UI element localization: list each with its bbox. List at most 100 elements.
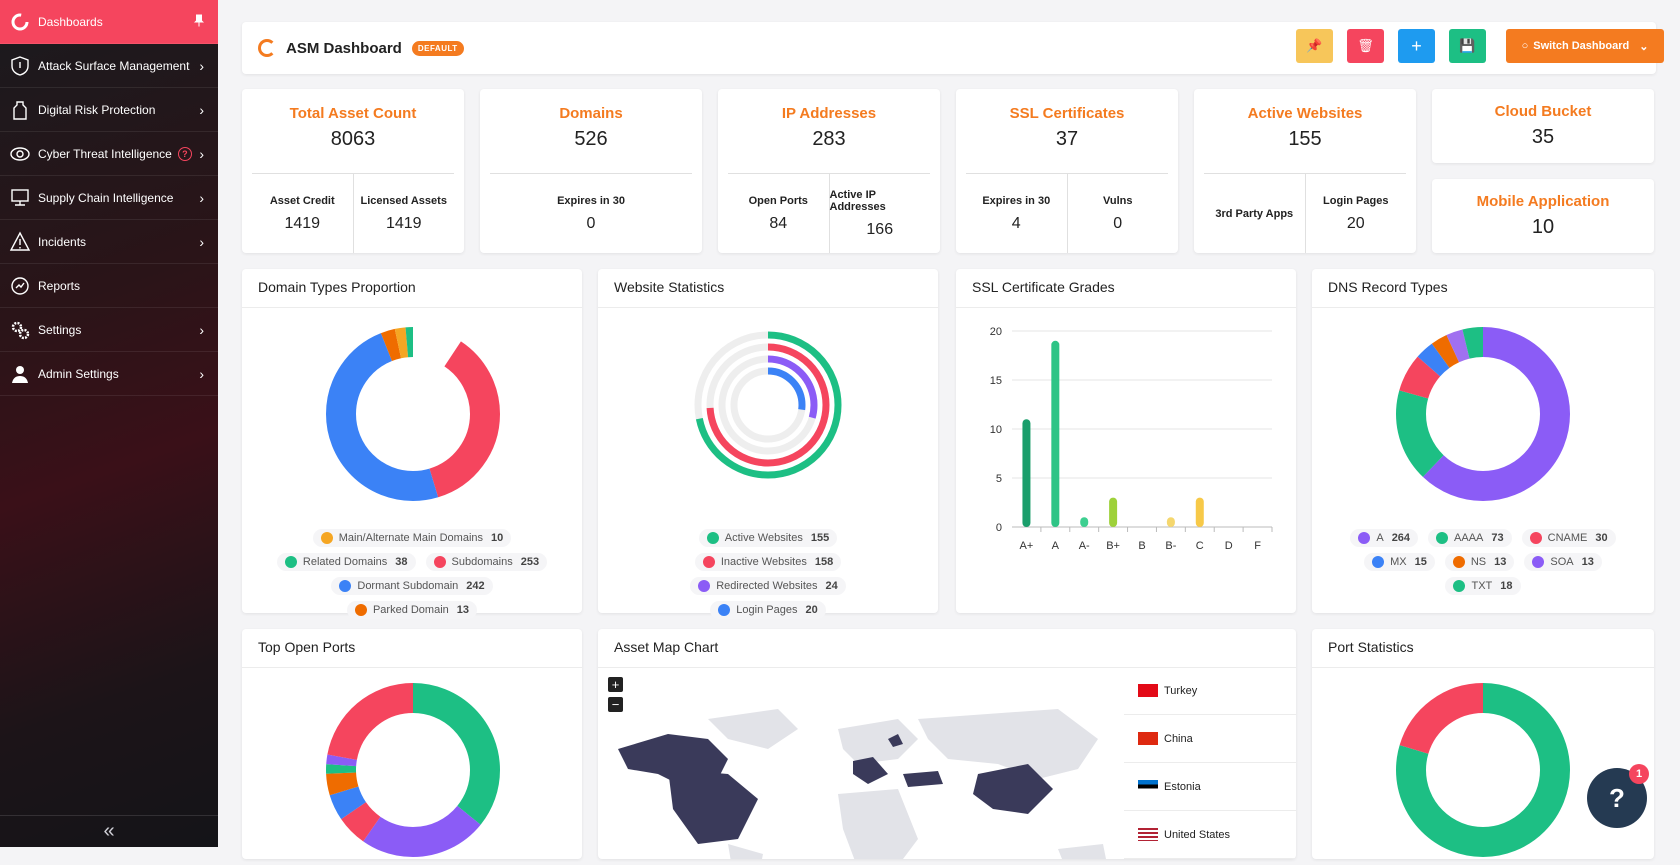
stat-sub-label: Expires in 30 bbox=[557, 194, 625, 207]
legend-item[interactable]: Dormant Subdomain 242 bbox=[331, 577, 493, 595]
sidebar-item-admin-settings[interactable]: Admin Settings › bbox=[0, 352, 218, 396]
country-row-turkey[interactable]: Turkey bbox=[1124, 667, 1296, 715]
country-row-united-states[interactable]: United States bbox=[1124, 811, 1296, 859]
total-asset-card[interactable]: Total Asset Count 8063 Asset Credit 1419 … bbox=[242, 89, 464, 253]
ip-addresses-card[interactable]: IP Addresses 283 Open Ports 84 Active IP … bbox=[718, 89, 940, 253]
turkey-flag-icon bbox=[1138, 684, 1158, 697]
panel-title: DNS Record Types bbox=[1328, 279, 1448, 295]
legend-label: NS bbox=[1470, 556, 1487, 568]
estonia-flag-icon bbox=[1138, 780, 1158, 793]
dns-donut[interactable] bbox=[1388, 319, 1578, 509]
legend-dot bbox=[718, 604, 731, 616]
switch-dashboard-button[interactable]: ○ Switch Dashboard ⌄ bbox=[1506, 29, 1664, 63]
legend-item[interactable]: Inactive Websites 158 bbox=[694, 553, 842, 571]
country-name: Estonia bbox=[1164, 780, 1201, 793]
stat-sub-col: Open Ports 84 bbox=[728, 174, 829, 253]
plus-icon: + bbox=[1411, 35, 1422, 56]
x-tick-label: A- bbox=[1079, 540, 1090, 552]
pin-icon[interactable] bbox=[194, 14, 204, 29]
port-stats-donut[interactable] bbox=[1388, 675, 1578, 865]
stat-sub-col: Login Pages 20 bbox=[1304, 174, 1407, 253]
active-websites-card[interactable]: Active Websites 155 3rd Party Apps Login… bbox=[1194, 89, 1416, 253]
dashboard-ring-icon bbox=[8, 10, 32, 34]
stat-sub-col: Asset Credit 1419 bbox=[252, 174, 353, 253]
delete-dashboard-button[interactable]: 🗑 bbox=[1347, 29, 1384, 63]
country-row-estonia[interactable]: Estonia bbox=[1124, 763, 1296, 811]
sidebar-item-incidents[interactable]: Incidents › bbox=[0, 220, 218, 264]
stat-sub-row: Expires in 30 4 Vulns 0 bbox=[966, 173, 1168, 253]
ssl-grades-chart[interactable]: 0 5 10 15 20 A+ A A- B+ B B- C D F bbox=[956, 309, 1296, 609]
logo-ring-icon bbox=[258, 39, 276, 57]
domain-types-panel: Domain Types Proportion Main/Alternate M… bbox=[242, 269, 582, 619]
stat-sub-value: 0 bbox=[586, 214, 596, 232]
legend-value: 264 bbox=[1391, 532, 1411, 544]
stat-sub-value: 1419 bbox=[385, 214, 422, 232]
stat-sub-col: Licensed Assets 1419 bbox=[352, 174, 455, 253]
add-widget-button[interactable]: + bbox=[1398, 29, 1435, 63]
stat-sub-label: Login Pages bbox=[1323, 194, 1389, 207]
legend-item[interactable]: Subdomains 253 bbox=[425, 553, 548, 571]
pin-dashboard-button[interactable]: 📌 bbox=[1296, 29, 1333, 63]
legend-value: 155 bbox=[810, 532, 830, 544]
legend-item[interactable]: MX 15 bbox=[1364, 553, 1435, 571]
website-stats-radial[interactable] bbox=[688, 325, 848, 485]
open-ports-donut[interactable] bbox=[318, 675, 508, 865]
chevron-right-icon: › bbox=[199, 233, 204, 250]
legend-value: 253 bbox=[520, 556, 540, 568]
domains-card[interactable]: Domains 526 Expires in 30 0 bbox=[480, 89, 702, 253]
sidebar-item-drp[interactable]: Digital Risk Protection › bbox=[0, 88, 218, 132]
legend-label: Dormant Subdomain bbox=[357, 580, 459, 592]
legend-item[interactable]: Related Domains 38 bbox=[276, 553, 416, 571]
sidebar-item-reports[interactable]: Reports bbox=[0, 264, 218, 308]
zoom-out-button[interactable]: − bbox=[608, 697, 623, 712]
collapse-sidebar-button[interactable]: « bbox=[0, 815, 218, 847]
bar bbox=[1195, 497, 1204, 527]
legend-item[interactable]: Active Websites 155 bbox=[698, 529, 838, 547]
legend-item[interactable]: Parked Domain 13 bbox=[346, 601, 478, 619]
sidebar-item-label: Cyber Threat Intelligence bbox=[38, 146, 172, 161]
legend-item[interactable]: Main/Alternate Main Domains 10 bbox=[312, 529, 512, 547]
domain-types-donut[interactable] bbox=[318, 319, 508, 509]
legend-item[interactable]: TXT 18 bbox=[1445, 577, 1521, 595]
stat-value: 8063 bbox=[330, 128, 376, 150]
sidebar-item-settings[interactable]: Settings › bbox=[0, 308, 218, 352]
stat-sub-label: 3rd Party Apps bbox=[1215, 207, 1294, 220]
legend-item[interactable]: Login Pages 20 bbox=[710, 601, 826, 619]
sidebar-item-sci[interactable]: Supply Chain Intelligence › bbox=[0, 176, 218, 220]
ssl-certificates-card[interactable]: SSL Certificates 37 Expires in 30 4 Vulns… bbox=[956, 89, 1178, 253]
mobile-application-card[interactable]: Mobile Application 10 bbox=[1432, 179, 1654, 253]
y-tick-label: 5 bbox=[996, 473, 1002, 485]
legend-item[interactable]: CNAME 30 bbox=[1521, 529, 1616, 547]
zoom-in-button[interactable]: + bbox=[608, 677, 623, 692]
warning-icon bbox=[8, 230, 32, 254]
panel-title: Port Statistics bbox=[1328, 639, 1414, 655]
legend-dot bbox=[1436, 532, 1449, 544]
eye-icon bbox=[8, 142, 32, 166]
website-statistics-panel: Website Statistics Active Websites 155 In… bbox=[598, 269, 938, 619]
legend-label: MX bbox=[1390, 556, 1407, 568]
cloud-bucket-card[interactable]: Cloud Bucket 35 bbox=[1432, 89, 1654, 163]
website-stats-legend: Active Websites 155 Inactive Websites 158 … bbox=[598, 529, 938, 619]
legend-label: Related Domains bbox=[302, 556, 388, 568]
dashboard-header: ASM Dashboard DEFAULT 📌 🗑 + 💾 ○ Switch D… bbox=[242, 22, 1664, 74]
legend-item[interactable]: SOA 13 bbox=[1524, 553, 1602, 571]
legend-label: Main/Alternate Main Domains bbox=[338, 532, 484, 544]
legend-item[interactable]: Redirected Websites 24 bbox=[690, 577, 846, 595]
domain-types-legend: Main/Alternate Main Domains 10 Related Do… bbox=[242, 529, 582, 619]
sidebar-item-cti[interactable]: Cyber Threat Intelligence ? › bbox=[0, 132, 218, 176]
sidebar-item-asm[interactable]: Attack Surface Management › bbox=[0, 44, 218, 88]
sidebar-item-dashboards[interactable]: Dashboards bbox=[0, 0, 218, 44]
country-row-china[interactable]: China bbox=[1124, 715, 1296, 763]
help-chat-button[interactable]: ? 1 bbox=[1587, 764, 1649, 828]
legend-item[interactable]: NS 13 bbox=[1444, 553, 1515, 571]
help-circle-icon[interactable]: ? bbox=[177, 146, 192, 161]
legend-label: AAAA bbox=[1454, 532, 1484, 544]
legend-dot bbox=[320, 532, 333, 544]
legend-item[interactable]: A 264 bbox=[1350, 529, 1419, 547]
stat-sub-col: Expires in 30 4 bbox=[966, 174, 1067, 253]
legend-item[interactable]: AAAA 73 bbox=[1428, 529, 1512, 547]
sidebar-item-label: Incidents bbox=[38, 234, 87, 249]
save-dashboard-button[interactable]: 💾 bbox=[1449, 29, 1486, 63]
world-map[interactable] bbox=[598, 679, 1118, 859]
legend-dot bbox=[706, 532, 719, 544]
